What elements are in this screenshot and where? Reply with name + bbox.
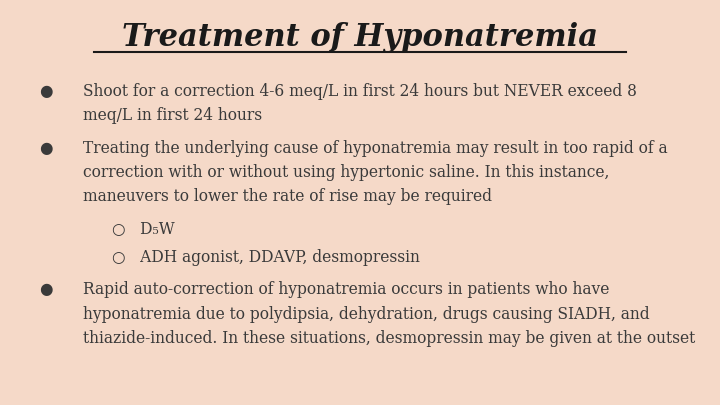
Text: ●: ● — [40, 281, 53, 298]
Text: ●: ● — [40, 140, 53, 157]
Text: Treating the underlying cause of hyponatremia may result in too rapid of a
corre: Treating the underlying cause of hyponat… — [83, 140, 667, 205]
Text: ○   ADH agonist, DDAVP, desmopressin: ○ ADH agonist, DDAVP, desmopressin — [112, 249, 420, 266]
Text: Treatment of Hyponatremia: Treatment of Hyponatremia — [122, 22, 598, 53]
Text: ○   D₅W: ○ D₅W — [112, 221, 174, 238]
Text: Rapid auto-correction of hyponatremia occurs in patients who have
hyponatremia d: Rapid auto-correction of hyponatremia oc… — [83, 281, 695, 347]
Text: Shoot for a correction 4-6 meq/L in first 24 hours but NEVER exceed 8
meq/L in f: Shoot for a correction 4-6 meq/L in firs… — [83, 83, 636, 124]
Text: ●: ● — [40, 83, 53, 100]
